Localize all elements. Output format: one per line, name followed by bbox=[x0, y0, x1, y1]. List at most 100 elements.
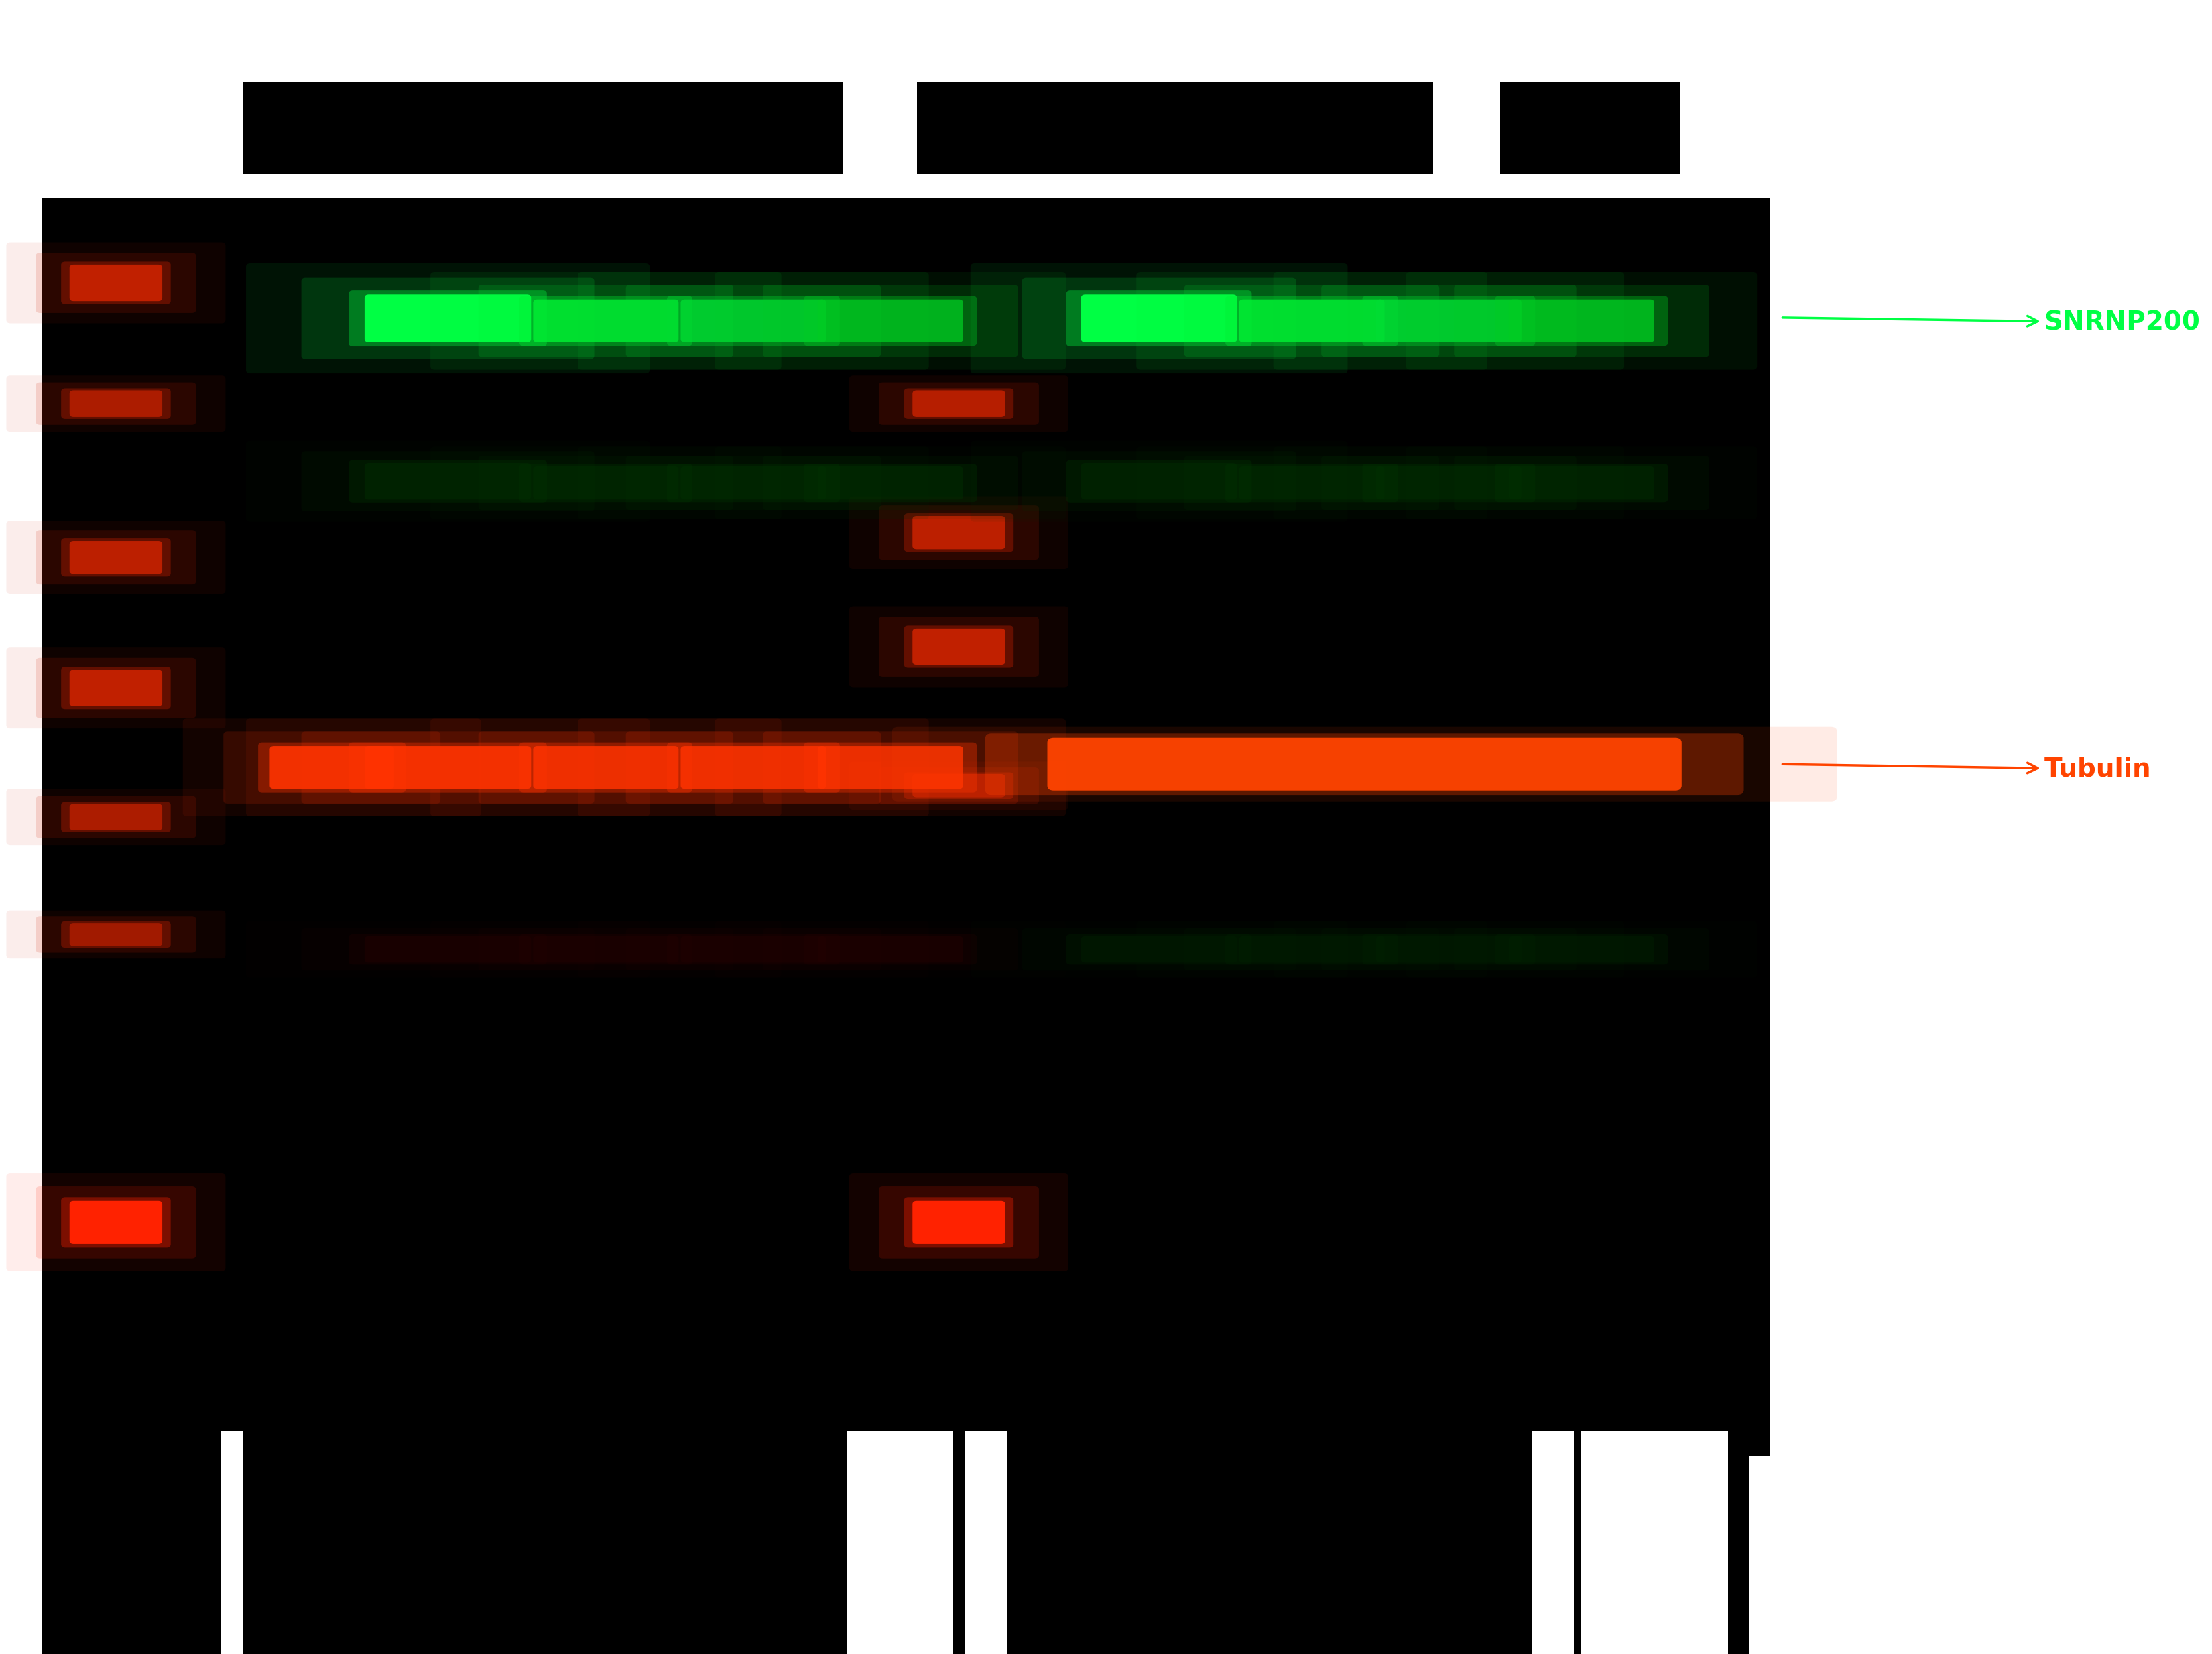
Bar bbox=[221, 1431, 243, 1654]
FancyBboxPatch shape bbox=[849, 1174, 1068, 1270]
FancyBboxPatch shape bbox=[1183, 284, 1440, 357]
FancyBboxPatch shape bbox=[1453, 457, 1710, 509]
FancyBboxPatch shape bbox=[1137, 921, 1486, 978]
FancyBboxPatch shape bbox=[1321, 284, 1577, 357]
FancyBboxPatch shape bbox=[905, 772, 1013, 799]
FancyBboxPatch shape bbox=[7, 521, 226, 594]
FancyBboxPatch shape bbox=[914, 629, 1004, 665]
FancyBboxPatch shape bbox=[577, 718, 929, 815]
Bar bbox=[847, 1431, 953, 1654]
FancyBboxPatch shape bbox=[1239, 299, 1385, 342]
FancyBboxPatch shape bbox=[1495, 296, 1668, 346]
FancyBboxPatch shape bbox=[1274, 921, 1624, 978]
FancyBboxPatch shape bbox=[35, 1186, 197, 1259]
FancyBboxPatch shape bbox=[971, 442, 1347, 523]
FancyBboxPatch shape bbox=[626, 284, 880, 357]
FancyBboxPatch shape bbox=[431, 921, 781, 978]
FancyBboxPatch shape bbox=[533, 299, 679, 342]
FancyBboxPatch shape bbox=[668, 743, 841, 792]
FancyBboxPatch shape bbox=[478, 731, 734, 804]
Text: Tubulin: Tubulin bbox=[1783, 756, 2150, 782]
FancyBboxPatch shape bbox=[668, 935, 841, 964]
FancyBboxPatch shape bbox=[1225, 296, 1398, 346]
FancyBboxPatch shape bbox=[301, 928, 595, 971]
FancyBboxPatch shape bbox=[905, 1197, 1013, 1247]
FancyBboxPatch shape bbox=[1082, 936, 1237, 963]
FancyBboxPatch shape bbox=[878, 767, 1040, 804]
FancyBboxPatch shape bbox=[818, 299, 962, 342]
FancyBboxPatch shape bbox=[1239, 466, 1385, 500]
FancyBboxPatch shape bbox=[62, 921, 170, 948]
FancyBboxPatch shape bbox=[7, 789, 226, 845]
FancyBboxPatch shape bbox=[971, 921, 1347, 978]
FancyBboxPatch shape bbox=[714, 718, 1066, 815]
FancyBboxPatch shape bbox=[35, 658, 197, 718]
FancyBboxPatch shape bbox=[7, 241, 226, 324]
FancyBboxPatch shape bbox=[878, 506, 1040, 559]
FancyBboxPatch shape bbox=[984, 733, 1743, 796]
FancyBboxPatch shape bbox=[1363, 463, 1535, 503]
FancyBboxPatch shape bbox=[803, 296, 978, 346]
FancyBboxPatch shape bbox=[1363, 935, 1535, 964]
FancyBboxPatch shape bbox=[1509, 936, 1655, 963]
FancyBboxPatch shape bbox=[69, 804, 161, 830]
FancyBboxPatch shape bbox=[431, 718, 781, 815]
FancyBboxPatch shape bbox=[577, 447, 929, 519]
FancyBboxPatch shape bbox=[301, 731, 595, 804]
FancyBboxPatch shape bbox=[1022, 452, 1296, 511]
FancyBboxPatch shape bbox=[7, 375, 226, 432]
FancyBboxPatch shape bbox=[62, 538, 170, 577]
FancyBboxPatch shape bbox=[478, 928, 734, 971]
FancyBboxPatch shape bbox=[35, 382, 197, 425]
FancyBboxPatch shape bbox=[714, 271, 1066, 369]
FancyBboxPatch shape bbox=[365, 746, 531, 789]
FancyBboxPatch shape bbox=[1137, 271, 1486, 369]
FancyBboxPatch shape bbox=[1509, 299, 1655, 342]
FancyBboxPatch shape bbox=[803, 743, 978, 792]
FancyBboxPatch shape bbox=[478, 284, 734, 357]
FancyBboxPatch shape bbox=[1225, 935, 1398, 964]
FancyBboxPatch shape bbox=[1274, 271, 1624, 369]
FancyBboxPatch shape bbox=[533, 746, 679, 789]
FancyBboxPatch shape bbox=[270, 746, 394, 789]
FancyBboxPatch shape bbox=[577, 921, 929, 978]
Bar bbox=[42, 198, 1770, 1456]
FancyBboxPatch shape bbox=[246, 921, 650, 978]
FancyBboxPatch shape bbox=[905, 389, 1013, 418]
FancyBboxPatch shape bbox=[431, 447, 781, 519]
FancyBboxPatch shape bbox=[7, 1174, 226, 1270]
FancyBboxPatch shape bbox=[803, 463, 978, 503]
FancyBboxPatch shape bbox=[533, 936, 679, 963]
FancyBboxPatch shape bbox=[914, 516, 1004, 549]
FancyBboxPatch shape bbox=[223, 731, 440, 804]
FancyBboxPatch shape bbox=[914, 1201, 1004, 1244]
FancyBboxPatch shape bbox=[1225, 463, 1398, 503]
Bar bbox=[1582, 1431, 1728, 1654]
FancyBboxPatch shape bbox=[1066, 291, 1252, 347]
FancyBboxPatch shape bbox=[349, 935, 546, 964]
FancyBboxPatch shape bbox=[1376, 466, 1522, 500]
FancyBboxPatch shape bbox=[849, 607, 1068, 688]
FancyBboxPatch shape bbox=[914, 774, 1004, 797]
FancyBboxPatch shape bbox=[1321, 457, 1577, 509]
FancyBboxPatch shape bbox=[1239, 936, 1385, 963]
FancyBboxPatch shape bbox=[1321, 928, 1577, 971]
FancyBboxPatch shape bbox=[349, 743, 546, 792]
FancyBboxPatch shape bbox=[714, 447, 1066, 519]
FancyBboxPatch shape bbox=[69, 541, 161, 574]
FancyBboxPatch shape bbox=[681, 746, 825, 789]
FancyBboxPatch shape bbox=[35, 796, 197, 839]
FancyBboxPatch shape bbox=[668, 296, 841, 346]
FancyBboxPatch shape bbox=[520, 463, 692, 503]
FancyBboxPatch shape bbox=[69, 923, 161, 946]
FancyBboxPatch shape bbox=[681, 466, 825, 500]
FancyBboxPatch shape bbox=[35, 253, 197, 313]
FancyBboxPatch shape bbox=[1495, 935, 1668, 964]
FancyBboxPatch shape bbox=[349, 291, 546, 347]
Bar bbox=[964, 1431, 1006, 1654]
FancyBboxPatch shape bbox=[668, 463, 841, 503]
FancyBboxPatch shape bbox=[69, 670, 161, 706]
FancyBboxPatch shape bbox=[35, 531, 197, 584]
FancyBboxPatch shape bbox=[849, 761, 1068, 809]
FancyBboxPatch shape bbox=[7, 910, 226, 959]
